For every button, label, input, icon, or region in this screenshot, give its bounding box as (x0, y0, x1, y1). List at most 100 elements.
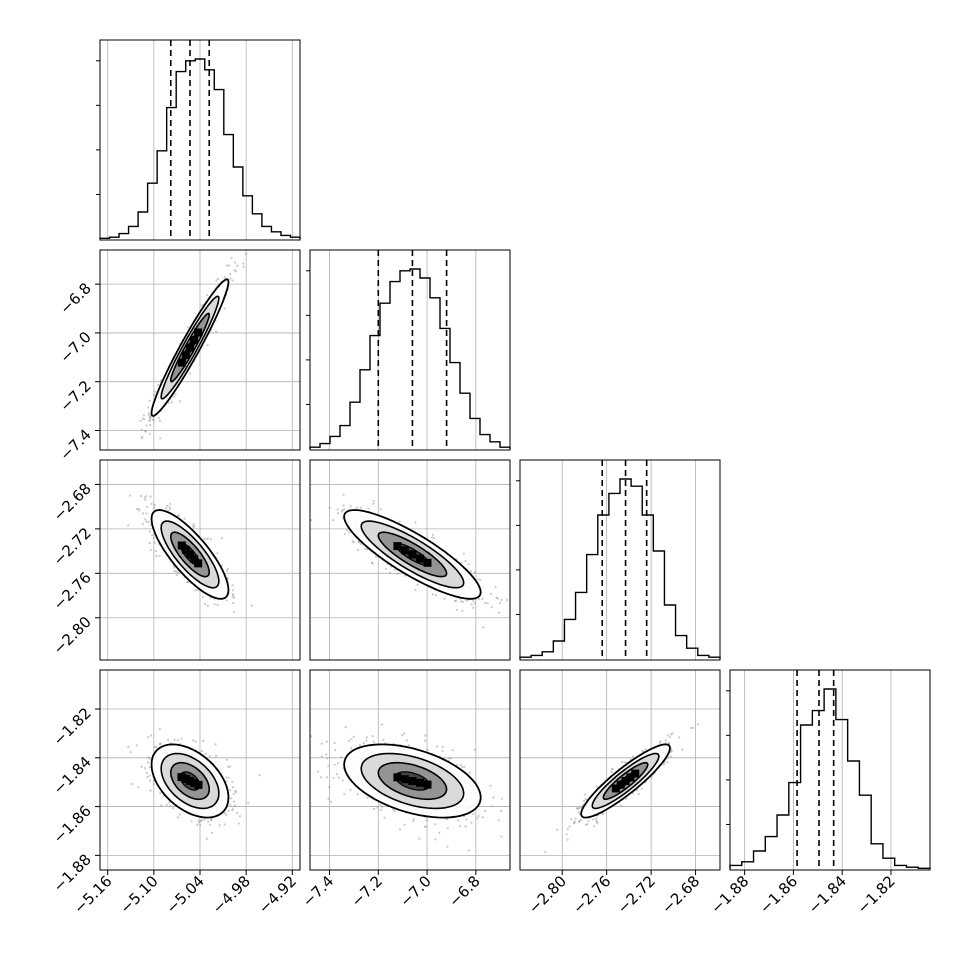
scatter-point (611, 767, 614, 770)
scatter-point (441, 745, 444, 748)
scatter-point (153, 506, 156, 509)
scatter-point (446, 827, 449, 830)
scatter-point (447, 757, 451, 760)
scatter-point (454, 599, 458, 602)
density-peak-cell (393, 542, 402, 551)
scatter-point (498, 611, 501, 614)
scatter-point (470, 821, 473, 824)
scatter-point (342, 493, 345, 496)
scatter-point (206, 294, 209, 297)
scatter-point (168, 506, 171, 509)
scatter-point (175, 570, 178, 573)
scatter-point (474, 602, 477, 605)
scatter-point (180, 737, 183, 740)
scatter-point (392, 808, 395, 811)
scatter-point (477, 578, 480, 581)
scatter-point (467, 563, 470, 566)
density-peak-cell (616, 780, 625, 789)
scatter-point (438, 831, 441, 834)
scatter-point (144, 518, 147, 521)
density-peak-cell (177, 541, 186, 550)
scatter-point (145, 495, 148, 498)
scatter-point (310, 519, 313, 522)
x-tick-label-2-1: −7.4 (299, 872, 337, 910)
scatter-point (149, 548, 152, 552)
scatter-point (143, 496, 146, 499)
scatter-point (644, 748, 647, 751)
scatter-point (201, 595, 204, 599)
scatter-point (463, 765, 466, 769)
scatter-point (578, 820, 581, 823)
scatter-point (177, 514, 180, 517)
scatter-point (340, 756, 343, 759)
scatter-point (200, 304, 203, 307)
scatter-point (245, 252, 248, 255)
scatter-point (159, 379, 163, 382)
scatter-point (595, 785, 599, 788)
scatter-point (135, 508, 138, 511)
density-peak-cell (190, 554, 199, 563)
scatter-point (481, 816, 484, 819)
scatter-point (232, 792, 235, 795)
scatter-point (596, 820, 599, 824)
scatter-point (365, 736, 368, 739)
scatter-point (396, 572, 399, 575)
scatter-point (405, 739, 408, 742)
scatter-point (234, 804, 237, 807)
density-peak-cell (416, 778, 424, 787)
scatter-point (572, 822, 575, 825)
x-tick-label-3-2: −2.76 (569, 872, 614, 917)
scatter-point (169, 508, 172, 511)
scatter-point (380, 808, 383, 811)
scatter-point (371, 562, 374, 565)
scatter-point (127, 524, 130, 527)
scatter-point (441, 749, 444, 753)
scatter-point (500, 598, 503, 602)
scatter-point (494, 585, 497, 589)
scatter-point (335, 772, 338, 776)
scatter-point (197, 821, 200, 824)
x-tick-label-3-1: −2.80 (525, 872, 570, 917)
scatter-point (226, 264, 229, 267)
scatter-point (327, 797, 330, 800)
density-peak-cell (181, 351, 190, 360)
scatter-point (337, 511, 340, 515)
scatter-point (146, 761, 150, 764)
scatter-point (382, 738, 385, 742)
scatter-point (403, 823, 406, 826)
x-tick-label-1-3: −5.04 (163, 872, 208, 917)
scatter-point (127, 745, 130, 749)
scatter-point (148, 419, 151, 422)
scatter-point (160, 804, 163, 807)
density-peak-cell (181, 545, 190, 554)
density-peak-cell (194, 328, 203, 337)
scatter-point (231, 780, 234, 783)
scatter-point (210, 817, 213, 821)
scatter-point (226, 567, 229, 570)
scatter-point (445, 817, 448, 821)
scatter-point (586, 823, 589, 826)
scatter-point (172, 806, 175, 810)
density-panel-r3-c1 (99, 459, 301, 661)
scatter-point (327, 764, 330, 767)
y-tick-label-2-2: −7.2 (56, 377, 94, 415)
scatter-point (210, 831, 214, 834)
density-peak-cell (631, 769, 640, 778)
x-tick-label-4-2: −1.86 (756, 872, 801, 917)
scatter-point (468, 771, 471, 774)
scatter-point (207, 820, 210, 823)
scatter-point (575, 807, 578, 810)
scatter-point (461, 600, 465, 604)
scatter-point (384, 567, 387, 570)
scatter-point (568, 825, 571, 828)
scatter-point (168, 801, 171, 804)
scatter-point (229, 789, 232, 792)
scatter-point (310, 735, 313, 738)
scatter-point (158, 742, 161, 746)
density-peak-cell (194, 780, 203, 789)
scatter-point (393, 810, 396, 813)
scatter-point (170, 401, 174, 404)
scatter-point (194, 589, 197, 592)
scatter-point (357, 541, 360, 544)
scatter-point (152, 419, 155, 422)
